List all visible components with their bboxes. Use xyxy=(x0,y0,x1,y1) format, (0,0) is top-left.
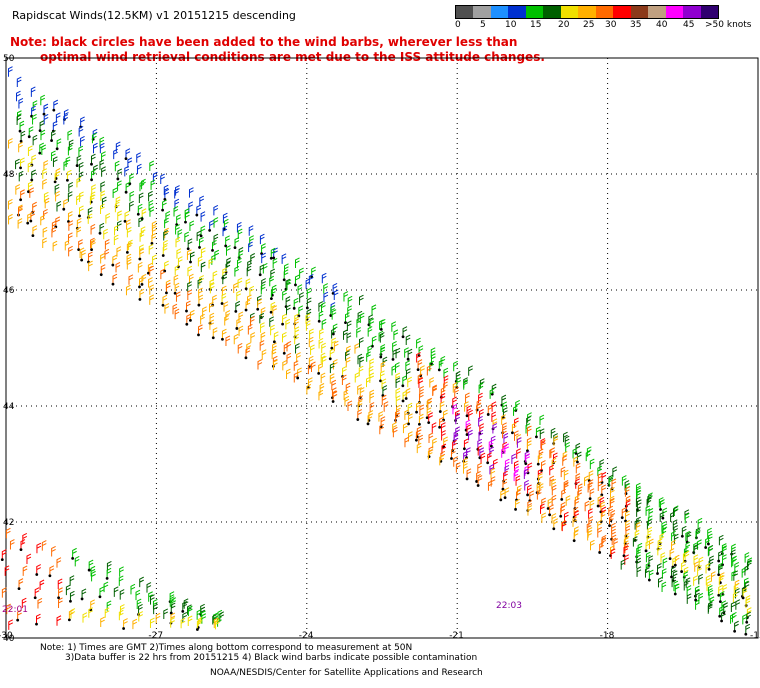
legend-swatch xyxy=(560,6,579,18)
legend-swatch xyxy=(665,6,684,18)
lon-label: -30 xyxy=(0,631,13,641)
legend-swatch xyxy=(648,6,666,18)
legend-swatch xyxy=(525,6,544,18)
legend-swatch xyxy=(508,6,526,18)
legend-swatch xyxy=(595,6,614,18)
color-legend xyxy=(455,5,719,19)
lat-label: 44 xyxy=(3,402,15,412)
lat-label: 42 xyxy=(3,518,14,528)
legend-label: 20 xyxy=(558,20,570,30)
lon-label: -18 xyxy=(600,631,615,641)
legend-swatch xyxy=(630,6,649,18)
lon-label: -21 xyxy=(449,631,464,641)
legend-label: 45 xyxy=(683,20,695,30)
wind-barbs xyxy=(0,66,753,636)
footer-note-1: Note: 1) Times are GMT 2)Times along bot… xyxy=(40,643,413,653)
legend-swatch xyxy=(700,6,719,18)
legend-swatch xyxy=(613,6,631,18)
lat-labels: 50 48 46 44 42 40 xyxy=(3,54,15,644)
map-frame xyxy=(5,57,759,639)
footer-credit: NOAA/NESDIS/Center for Satellite Applica… xyxy=(210,668,483,678)
legend-labels: 0 5 10 15 20 25 30 35 40 45 >50 knots xyxy=(455,20,755,32)
note-line-1: Note: black circles have been added to t… xyxy=(10,35,518,49)
legend-swatch xyxy=(490,6,509,18)
time-label-2201: 22:01 xyxy=(2,605,28,615)
note-line-2: optimal wind retrieval conditions are me… xyxy=(40,50,545,64)
legend-label: 5 xyxy=(480,20,486,30)
legend-label: 25 xyxy=(583,20,595,30)
lat-label: 50 xyxy=(3,54,15,64)
legend-label: 35 xyxy=(630,20,642,30)
grid-lines xyxy=(6,58,758,638)
legend-label: 0 xyxy=(455,20,461,30)
lon-label: -15 xyxy=(750,631,760,641)
legend-swatch xyxy=(456,6,474,18)
legend-label: 10 xyxy=(505,20,517,30)
legend-label: 30 xyxy=(605,20,617,30)
lon-label: -27 xyxy=(148,631,163,641)
lon-labels: -30 -27 -24 -21 -18 -15 xyxy=(0,631,760,641)
legend-swatch xyxy=(683,6,701,18)
legend-label: >50 knots xyxy=(705,20,752,30)
legend-swatch xyxy=(473,6,491,18)
chart-title: Rapidscat Winds(12.5KM) v1 20151215 desc… xyxy=(12,9,296,22)
time-label-2203: 22:03 xyxy=(496,601,522,611)
footer-note-2: 3)Data buffer is 22 hrs from 20151215 4)… xyxy=(65,653,478,663)
lat-label: 48 xyxy=(3,170,15,180)
legend-swatch xyxy=(578,6,596,18)
legend-label: 40 xyxy=(656,20,668,30)
lat-label: 46 xyxy=(3,286,15,296)
legend-swatch xyxy=(543,6,561,18)
legend-label: 15 xyxy=(530,20,542,30)
lon-label: -24 xyxy=(299,631,314,641)
lat-label: 40 xyxy=(3,634,15,644)
